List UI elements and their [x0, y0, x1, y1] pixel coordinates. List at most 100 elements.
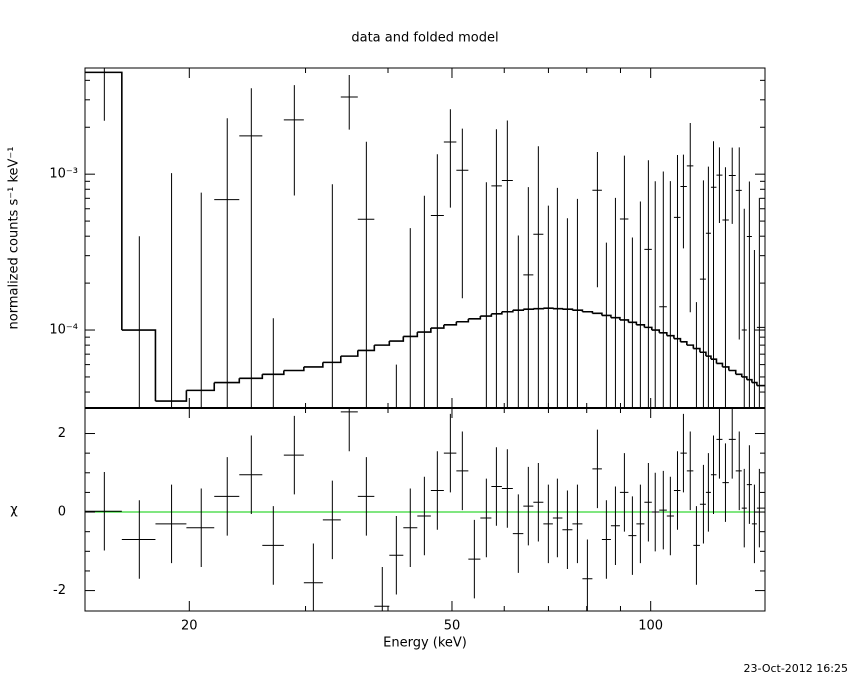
data-point [705, 166, 711, 408]
residual-point [533, 462, 544, 542]
residual-point [636, 484, 645, 564]
data-point [501, 120, 513, 408]
residual-point [651, 472, 660, 552]
data-point [283, 85, 304, 196]
data-point [523, 187, 534, 408]
residual-point [716, 408, 723, 479]
model-step [389, 336, 405, 342]
y-tick-label: -2 [53, 583, 66, 598]
residual-point [693, 506, 700, 585]
y-tick-label: 10⁻⁴ [49, 323, 78, 338]
data-point [722, 167, 729, 408]
y-axis-label: χ [10, 503, 18, 518]
residual-point [644, 462, 652, 542]
residual-point [610, 486, 620, 566]
data-point [214, 118, 240, 408]
model-step [636, 324, 646, 328]
residual-point [746, 445, 752, 524]
data-point [735, 147, 742, 340]
data-point [710, 141, 717, 408]
model-step [430, 324, 445, 329]
model-step [659, 331, 668, 336]
residual-point [357, 457, 375, 536]
data-point [556, 187, 558, 408]
y-axis-label: normalized counts s⁻¹ keV⁻¹ [7, 147, 22, 330]
data-point [741, 208, 747, 408]
residual-point [705, 453, 711, 532]
residual-point [186, 488, 215, 568]
model-step [722, 366, 730, 371]
residual-point [686, 431, 694, 511]
axes: 20 50 100 10⁻⁴ 10⁻³ -2 0 2 [49, 67, 766, 634]
model-step [357, 345, 376, 352]
residual-point [389, 515, 404, 595]
y-tick-label: 10⁻³ [49, 167, 78, 182]
residual-point [680, 413, 687, 493]
x-tick-label: 100 [638, 619, 663, 634]
model-step [572, 309, 584, 312]
residual-point [741, 468, 747, 548]
model-step [214, 378, 241, 384]
model-step [403, 332, 419, 338]
residual-point [666, 476, 674, 556]
model-step [673, 337, 682, 342]
model-step [239, 374, 264, 380]
data-point [619, 155, 629, 408]
model-step [417, 328, 432, 333]
residual-panel [85, 408, 765, 611]
data-point [340, 74, 358, 130]
data-point [357, 141, 375, 408]
residual-point [417, 476, 431, 556]
residual-point [543, 484, 553, 564]
spectrum-panel [85, 68, 765, 408]
model-step [121, 329, 157, 402]
data-point [651, 181, 660, 408]
residual-point [239, 435, 263, 515]
data-point [239, 88, 263, 408]
residual-point [601, 500, 611, 579]
residual-point [756, 468, 765, 548]
residual-point [659, 470, 667, 550]
model-step [666, 334, 675, 339]
residual-point [214, 457, 240, 536]
residual-point [673, 451, 681, 530]
model-step [644, 326, 653, 331]
residual-point [582, 539, 593, 611]
residual-point [562, 490, 573, 569]
residual-point [155, 484, 187, 564]
model-step [751, 381, 758, 386]
model-step [592, 312, 603, 316]
residual-point [322, 480, 341, 560]
residual-point [303, 543, 323, 611]
data-point [644, 160, 652, 408]
residual-point [430, 451, 444, 530]
model-step [186, 382, 216, 392]
residual-point [751, 484, 757, 564]
y-tick-label: 0 [58, 505, 66, 520]
model-step [480, 313, 493, 317]
data-point [85, 68, 122, 121]
residual-point [262, 506, 284, 585]
data-point [430, 154, 444, 408]
timestamp: 23-Oct-2012 16:25 [744, 662, 848, 675]
residual-point [619, 453, 629, 532]
model-step [303, 362, 324, 368]
residual-point [501, 449, 513, 528]
data-point [456, 128, 469, 299]
model-step [155, 390, 188, 402]
model-step [468, 316, 482, 320]
data-point [716, 147, 723, 224]
model-step [374, 341, 391, 346]
model-step [619, 319, 630, 323]
model-step [601, 314, 612, 318]
data-point [592, 151, 602, 288]
residual-point [735, 431, 742, 511]
residual-point [456, 431, 469, 511]
residual-point [572, 484, 583, 564]
y-tick-label: 2 [58, 426, 66, 441]
data-point [746, 181, 752, 408]
model-step [741, 376, 748, 380]
residual-point [728, 408, 736, 479]
x-tick-label: 20 [181, 619, 198, 634]
